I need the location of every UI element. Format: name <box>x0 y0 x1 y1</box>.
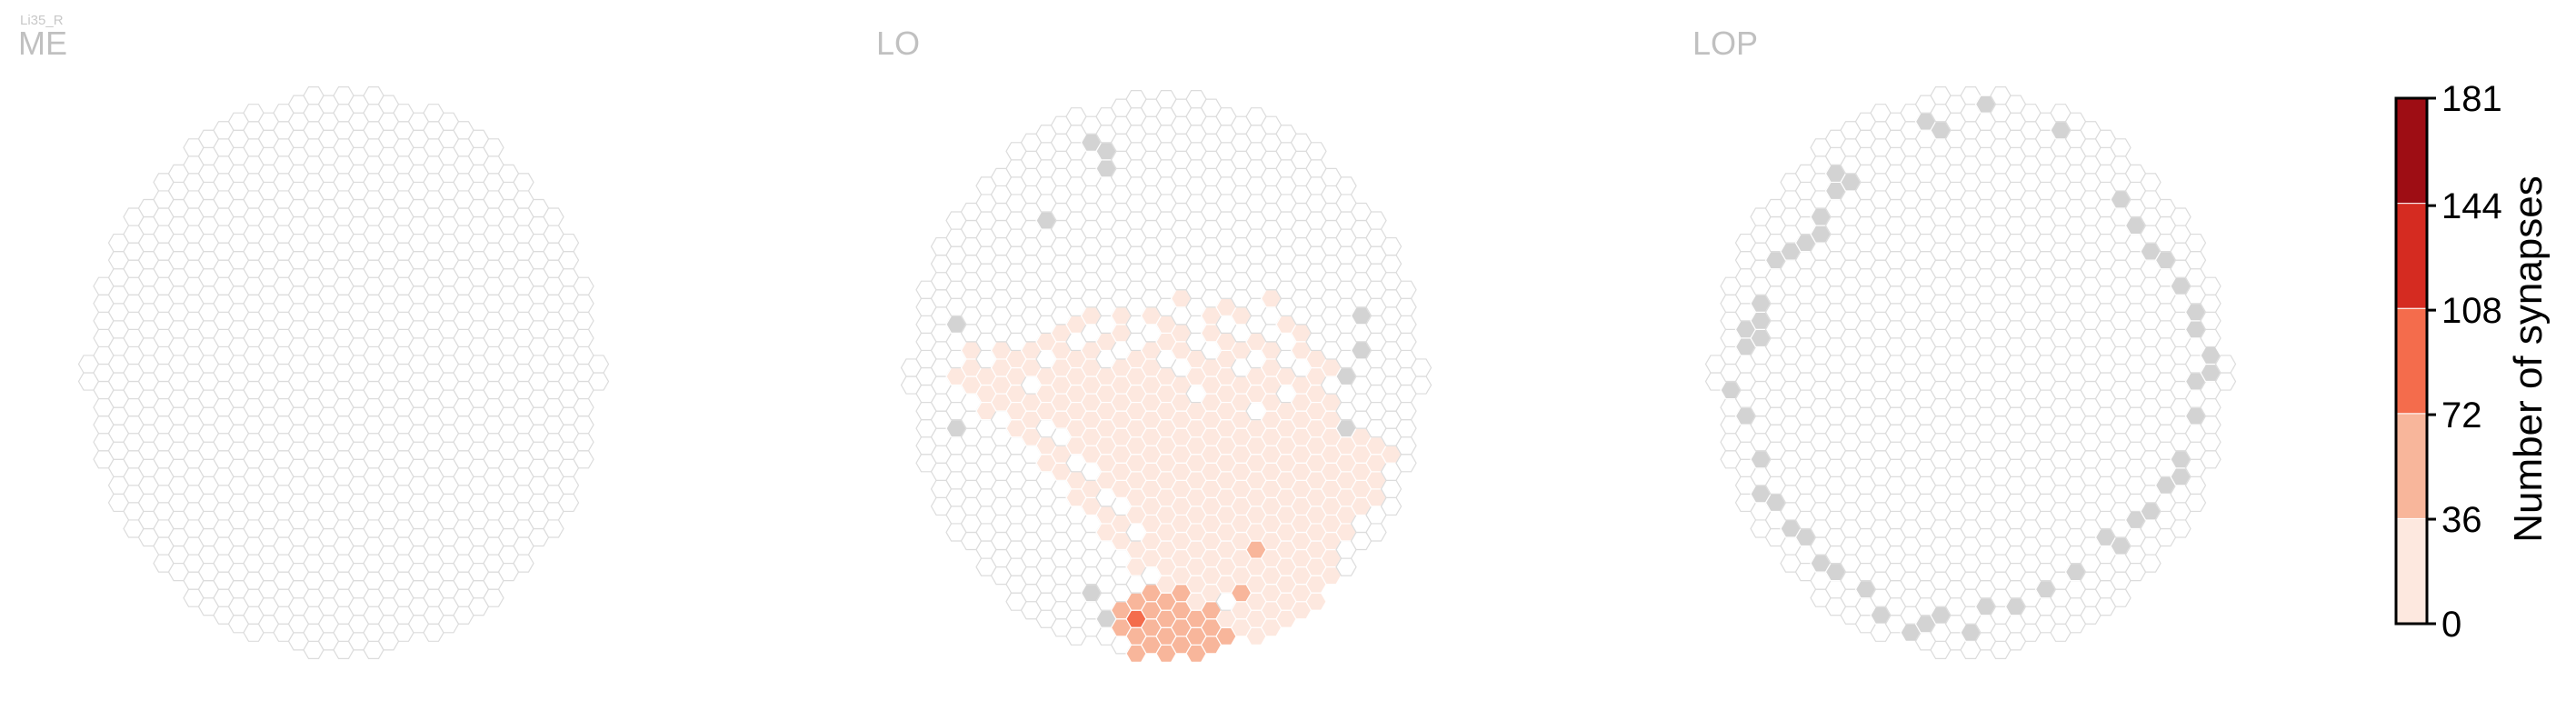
colorbar-ticks: 0 36 72 108 144 181 <box>2427 79 2502 645</box>
hex-column <box>1365 523 1387 542</box>
hex-column <box>573 276 594 295</box>
hex-column <box>557 493 580 513</box>
colorbar-segment <box>2395 97 2428 205</box>
hex-column <box>2200 328 2222 348</box>
hex-column <box>2200 397 2222 417</box>
hex-column-filled <box>1305 592 1327 611</box>
hex-column <box>573 433 594 452</box>
hex-column <box>2184 493 2207 513</box>
hex-column <box>573 311 594 330</box>
hex-column <box>543 207 564 226</box>
hex-column <box>1335 176 1357 195</box>
colorbar-segment <box>2395 203 2428 309</box>
hex-column <box>2170 207 2192 226</box>
hex-column <box>1380 496 1403 516</box>
hex-column <box>2200 311 2222 330</box>
hex-column <box>1395 419 1417 438</box>
hex-column <box>513 173 534 192</box>
hex-column <box>557 251 580 270</box>
colorbar-tick-label: 144 <box>2441 186 2502 226</box>
hex-column <box>2170 519 2192 538</box>
hex-column <box>543 519 564 538</box>
hex-column <box>587 372 610 391</box>
hex-column <box>513 554 534 573</box>
hex-column <box>557 476 580 495</box>
hex-column <box>1410 376 1433 395</box>
colorbar-tick-label: 108 <box>2441 291 2502 331</box>
colorbar-tick-label: 72 <box>2441 396 2482 436</box>
hex-panel-lo <box>900 90 1433 663</box>
colorbar-label: Number of synapses <box>2506 175 2551 543</box>
hex-panel-me <box>77 86 610 659</box>
hex-column <box>1395 401 1417 421</box>
hex-column <box>483 588 504 607</box>
colorbar <box>2394 96 2429 626</box>
colorbar-tick-label: 36 <box>2441 500 2482 540</box>
hex-column <box>1395 280 1417 299</box>
hex-column <box>1335 557 1357 576</box>
colorbar-segment <box>2395 517 2428 625</box>
hex-column <box>587 355 610 374</box>
hex-column <box>483 138 504 157</box>
hex-column <box>2214 372 2237 391</box>
hex-column <box>1410 358 1433 377</box>
hex-column <box>2200 276 2222 295</box>
hex-column <box>1305 142 1327 161</box>
hex-column <box>1395 315 1417 334</box>
hex-column <box>1380 479 1403 498</box>
colorbar-frame <box>2394 96 2429 626</box>
hex-column <box>573 294 594 313</box>
hex-column <box>2200 416 2222 435</box>
hex-column <box>1395 297 1417 316</box>
panel-title-me: ME <box>18 25 67 62</box>
hex-column <box>1395 436 1417 456</box>
colorbar-tick-label: 0 <box>2441 605 2461 645</box>
hex-column <box>2140 554 2162 573</box>
hex-column <box>573 450 594 469</box>
colorbar-tick-label: 181 <box>2441 79 2502 119</box>
hex-column <box>1380 255 1403 274</box>
colorbar-segment <box>2395 307 2428 415</box>
hex-column <box>573 416 594 435</box>
hex-column <box>573 328 594 348</box>
hex-column <box>2200 294 2222 313</box>
hex-column <box>1380 236 1403 256</box>
panel-title-lo: LO <box>876 25 920 62</box>
hex-column <box>1365 211 1387 230</box>
panel-title-lop: LOP <box>1692 25 1758 62</box>
cell-type-label: Li35_R <box>20 13 64 28</box>
colorbar-segment <box>2395 413 2428 519</box>
hex-column <box>573 397 594 417</box>
hex-panel-lop <box>1704 86 2237 659</box>
hex-column <box>2184 233 2207 253</box>
hex-column <box>2184 476 2207 495</box>
hex-column <box>1395 332 1417 352</box>
hex-column <box>2110 138 2132 157</box>
hex-column <box>2214 355 2237 374</box>
hex-column <box>2184 251 2207 270</box>
hex-column <box>2140 173 2162 192</box>
hex-column <box>2110 588 2132 607</box>
hex-column <box>1395 454 1417 473</box>
hex-column <box>2200 450 2222 469</box>
hex-column <box>2200 433 2222 452</box>
hex-column <box>557 233 580 253</box>
